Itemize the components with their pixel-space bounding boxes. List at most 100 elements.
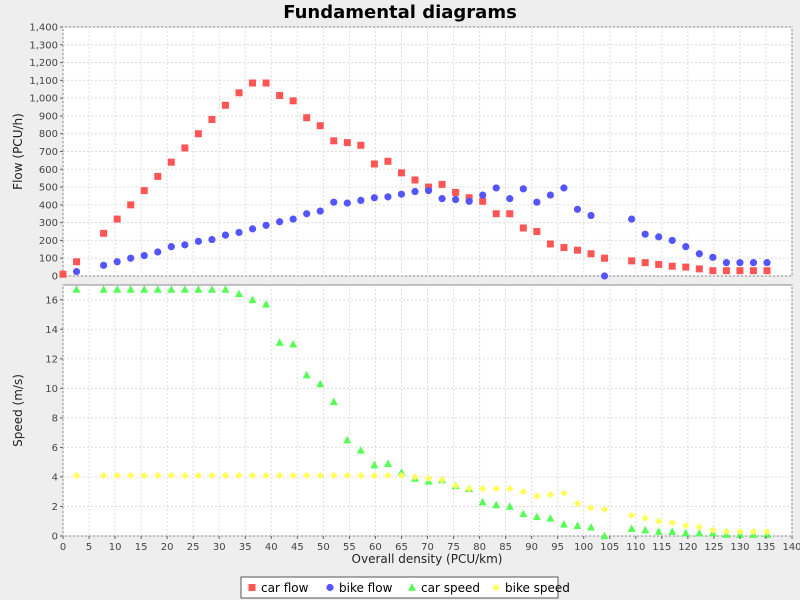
data-point [235,228,243,237]
data-point [370,160,378,168]
data-point [248,225,257,233]
data-point [695,265,703,273]
data-point [316,122,324,130]
data-point [641,514,649,522]
data-point [370,471,378,480]
y-tick-label: 800 [39,129,58,140]
data-point [384,193,392,201]
data-point [235,471,243,480]
data-point [736,527,744,536]
data-point [275,338,284,346]
data-point [519,488,527,496]
data-point [113,285,122,293]
legend-marker [408,583,416,591]
data-point [140,251,148,260]
data-point [627,524,636,532]
data-point [276,471,284,480]
data-point [100,261,108,269]
data-point [628,511,636,519]
x-tick-label: 40 [265,542,278,553]
data-point [140,285,149,293]
data-point [289,471,297,480]
data-point [397,190,406,198]
data-point [424,474,433,483]
data-point [655,233,663,241]
data-point [303,114,311,122]
data-point [452,195,460,204]
data-point [546,240,554,248]
x-tick-label: 15 [135,542,148,553]
y-tick-label: 16 [45,295,58,306]
data-point [763,259,771,267]
data-point [601,254,609,262]
panel-speed: 0 2 4 6 8 10 12 14 16 Speed (m/s) [11,284,793,543]
data-point [411,187,419,196]
data-point [749,267,757,275]
x-tick-label: 45 [291,542,304,553]
data-point [587,504,595,512]
data-point [736,259,744,267]
data-point [587,211,595,220]
data-point [573,205,582,213]
data-point [113,471,121,480]
data-point [533,198,541,206]
x-tick-label: 95 [551,542,564,553]
x-tick-label: 25 [187,542,200,553]
data-point [533,492,541,500]
data-point [208,471,216,480]
data-point [505,502,514,510]
data-point [600,272,609,280]
data-point [573,499,582,508]
data-point [167,285,176,293]
y-tick-label: 8 [52,413,58,424]
data-point [546,514,555,522]
data-point [383,459,392,467]
data-point [668,527,677,535]
data-point [194,130,202,138]
data-point [655,517,663,525]
data-point [330,137,338,145]
data-point [641,525,650,534]
data-point [221,285,230,293]
data-point [492,500,501,509]
data-point [357,471,365,480]
data-point [357,141,365,149]
legend-item: bike speed [492,581,570,595]
y-axis-label: Flow (PCU/h) [11,113,25,190]
x-tick-label: 120 [678,542,697,553]
y-tick-label: 1,100 [29,76,58,87]
data-point [343,471,351,480]
data-point [194,285,203,293]
data-point [506,210,514,218]
panel-flow: 0 100 200 300 400 500 600 700 800 900 1,000 1,100 1,… [11,23,793,283]
legend-item: car flow [248,581,309,595]
data-point [154,471,162,480]
data-point [424,187,433,195]
data-point [126,285,135,293]
legend-box [240,576,559,599]
data-point [709,526,717,534]
legend-label: bike flow [339,581,393,595]
data-point [397,169,405,177]
x-tick-label: 90 [525,542,538,553]
data-point [99,285,108,293]
data-point [668,236,676,245]
x-tick-label: 55 [343,542,356,553]
data-point [532,512,541,521]
data-point [289,339,298,348]
data-point [600,531,609,540]
y-tick-label: 600 [39,165,58,176]
data-point [235,89,243,97]
data-point [682,243,690,251]
chart-title: Fundamental diagrams [283,2,517,23]
legend-label: car speed [421,581,480,595]
data-point [682,263,690,271]
data-point [181,144,189,152]
x-tick-label: 30 [213,542,226,553]
data-point [641,259,649,267]
data-point [343,139,351,147]
data-point [262,299,271,308]
data-point [221,101,229,109]
y-tick-label: 100 [39,254,58,265]
x-tick-label: 105 [600,542,619,553]
